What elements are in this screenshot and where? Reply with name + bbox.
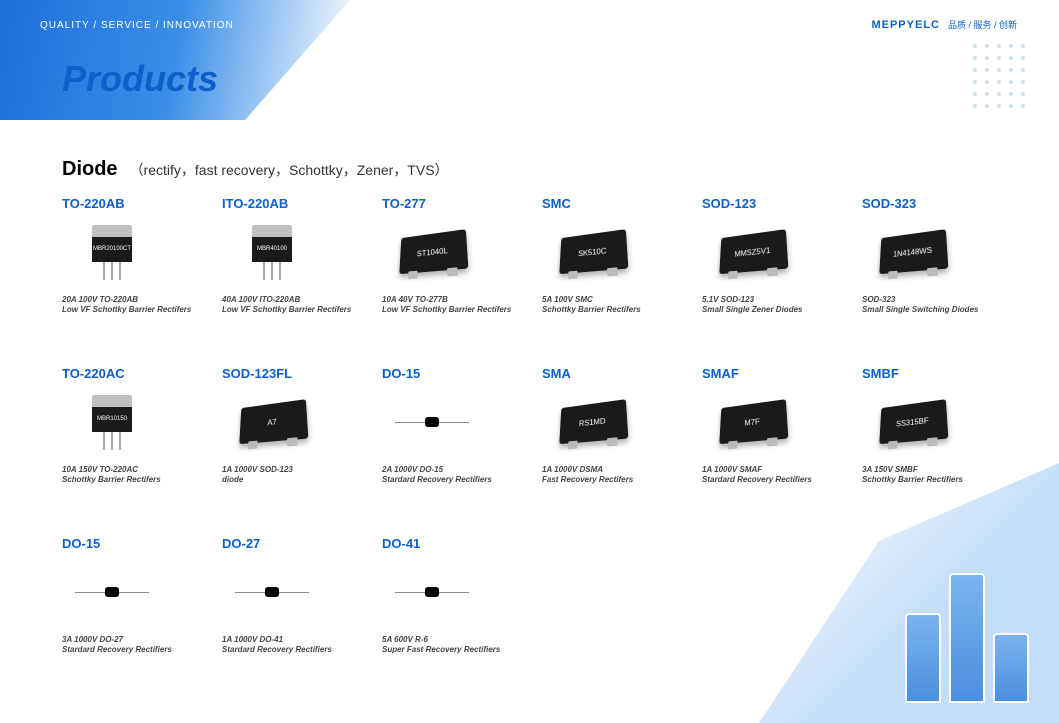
package-title: SMBF bbox=[862, 366, 1010, 381]
spec-line2: Stardard Recovery Rectifiers bbox=[222, 645, 370, 655]
package-image: SS315BF bbox=[862, 387, 962, 457]
product-cell: DO-41 5A 600V R-6Super Fast Recovery Rect… bbox=[382, 530, 530, 700]
spec-line1: 10A 150V TO-220AC bbox=[62, 465, 210, 475]
package-title: DO-27 bbox=[222, 536, 370, 551]
spec-line1: 1A 1000V DO-41 bbox=[222, 635, 370, 645]
spec-line2: Super Fast Recovery Rectifiers bbox=[382, 645, 530, 655]
package-title: DO-15 bbox=[62, 536, 210, 551]
product-cell: DO-27 1A 1000V DO-41Stardard Recovery Rec… bbox=[222, 530, 370, 700]
spec-line1: 1A 1000V DSMA bbox=[542, 465, 690, 475]
decorative-buildings bbox=[905, 573, 1029, 703]
product-cell: SMC SK510C 5A 100V SMCSchottky Barrier Rec… bbox=[542, 190, 690, 360]
spec-line2: Stardard Recovery Rectifiers bbox=[62, 645, 210, 655]
spec-line2: Small Single Zener Diodes bbox=[702, 305, 850, 315]
product-cell: SOD-123FL A7 1A 1000V SOD-123diode bbox=[222, 360, 370, 530]
package-title: SMC bbox=[542, 196, 690, 211]
spec-line2: Stardard Recovery Rectifiers bbox=[382, 475, 530, 485]
product-cell: SOD-123 MMSZ5V1 5.1V SOD-123Small Single Z… bbox=[702, 190, 850, 360]
spec-line2: Fast Recovery Rectifers bbox=[542, 475, 690, 485]
page-title: Products bbox=[62, 58, 218, 100]
package-title: SMA bbox=[542, 366, 690, 381]
spec-line2: Small Single Switching Diodes bbox=[862, 305, 1010, 315]
brand-row: MEPPYELC 品质 / 服务 / 创新 bbox=[871, 18, 1017, 31]
package-image bbox=[62, 557, 162, 627]
package-image: MBR20100CT bbox=[62, 217, 162, 287]
product-cell: DO-15 2A 1000V DO-15Stardard Recovery Rec… bbox=[382, 360, 530, 530]
spec-line2: Schottky Barrier Rectifers bbox=[542, 305, 690, 315]
decorative-dots bbox=[969, 40, 1029, 110]
package-title: SOD-123 bbox=[702, 196, 850, 211]
section-subtitle: （rectify，fast recovery，Schottky，Zener，TV… bbox=[130, 160, 449, 180]
product-cell: SMA RS1MD 1A 1000V DSMAFast Recovery Recti… bbox=[542, 360, 690, 530]
package-title: ITO-220AB bbox=[222, 196, 370, 211]
package-image: SK510C bbox=[542, 217, 642, 287]
spec-line2: Low VF Schottky Barrier Rectifers bbox=[62, 305, 210, 315]
spec-line1: 1A 1000V SOD-123 bbox=[222, 465, 370, 475]
package-title: DO-15 bbox=[382, 366, 530, 381]
spec-line1: SOD-323 bbox=[862, 295, 1010, 305]
spec-line2: Stardard Recovery Rectifiers bbox=[702, 475, 850, 485]
spec-line1: 5.1V SOD-123 bbox=[702, 295, 850, 305]
product-cell: SOD-3231N4148WSSOD-323Small Single Switc… bbox=[862, 190, 1010, 360]
spec-line2: diode bbox=[222, 475, 370, 485]
package-image: MBR40100 bbox=[222, 217, 322, 287]
product-cell: DO-15 3A 1000V DO-27Stardard Recovery Rec… bbox=[62, 530, 210, 700]
spec-line1: 1A 1000V SMAF bbox=[702, 465, 850, 475]
package-title: SMAF bbox=[702, 366, 850, 381]
product-cell: TO-277 ST1040L 10A 40V TO-277BLow VF Schot… bbox=[382, 190, 530, 360]
tagline: QUALITY / SERVICE / INNOVATION bbox=[40, 20, 234, 31]
package-image: A7 bbox=[222, 387, 322, 457]
package-title: DO-41 bbox=[382, 536, 530, 551]
package-title: TO-220AC bbox=[62, 366, 210, 381]
product-cell: TO-220AB MBR20100CT 20A 100V TO-220ABLow V… bbox=[62, 190, 210, 360]
package-image: M7F bbox=[702, 387, 802, 457]
spec-line1: 5A 100V SMC bbox=[542, 295, 690, 305]
package-image bbox=[222, 557, 322, 627]
package-image: MBR10150 bbox=[62, 387, 162, 457]
brand-logo: MEPPYELC bbox=[871, 19, 940, 31]
spec-line1: 2A 1000V DO-15 bbox=[382, 465, 530, 475]
package-image: RS1MD bbox=[542, 387, 642, 457]
package-title: SOD-123FL bbox=[222, 366, 370, 381]
brand-cn: 品质 / 服务 / 创新 bbox=[948, 18, 1017, 31]
package-title: TO-277 bbox=[382, 196, 530, 211]
spec-line1: 20A 100V TO-220AB bbox=[62, 295, 210, 305]
section-title: Diode bbox=[62, 158, 118, 181]
spec-line2: Low VF Schottky Barrier Rectifers bbox=[222, 305, 370, 315]
package-image: MMSZ5V1 bbox=[702, 217, 802, 287]
spec-line1: 10A 40V TO-277B bbox=[382, 295, 530, 305]
product-cell: ITO-220AB MBR40100 40A 100V ITO-220ABLow V… bbox=[222, 190, 370, 360]
section-title-row: Diode （rectify，fast recovery，Schottky，Ze… bbox=[62, 158, 449, 181]
spec-line1: 3A 1000V DO-27 bbox=[62, 635, 210, 645]
product-cell: TO-220AC MBR10150 10A 150V TO-220ACSchottk… bbox=[62, 360, 210, 530]
spec-line1: 3A 150V SMBF bbox=[862, 465, 1010, 475]
spec-line1: 5A 600V R-6 bbox=[382, 635, 530, 645]
package-title: SOD-323 bbox=[862, 196, 1010, 211]
package-image bbox=[382, 557, 482, 627]
spec-line2: Low VF Schottky Barrier Rectifers bbox=[382, 305, 530, 315]
spec-line1: 40A 100V ITO-220AB bbox=[222, 295, 370, 305]
product-cell: SMAF M7F 1A 1000V SMAFStardard Recovery Re… bbox=[702, 360, 850, 530]
package-image bbox=[382, 387, 482, 457]
spec-line2: Schottky Barrier Rectifers bbox=[62, 475, 210, 485]
package-image: ST1040L bbox=[382, 217, 482, 287]
package-image: 1N4148WS bbox=[862, 217, 962, 287]
spec-line2: Schottky Barrier Rectifiers bbox=[862, 475, 1010, 485]
package-title: TO-220AB bbox=[62, 196, 210, 211]
